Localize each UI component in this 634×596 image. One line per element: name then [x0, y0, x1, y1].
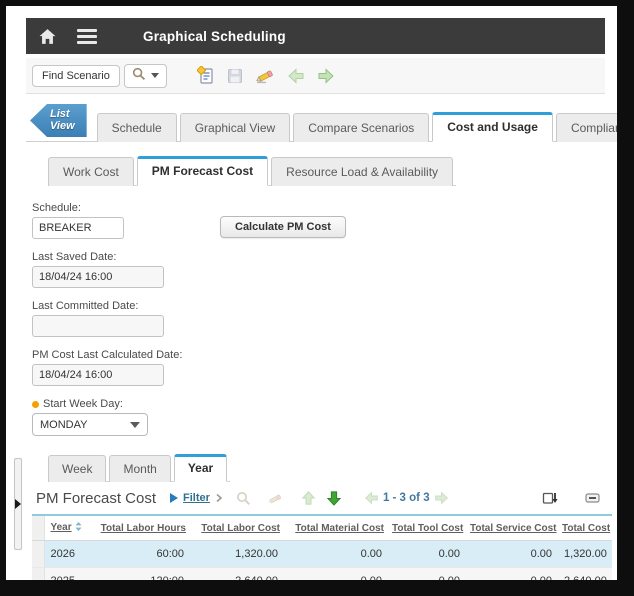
period-tab-bar: Week Month Year — [48, 454, 231, 482]
column-header-year[interactable]: Year — [44, 516, 92, 541]
column-header-total-labor-hours[interactable]: Total Labor Hours — [92, 516, 190, 541]
pm-forecast-form: Schedule: BREAKER Calculate PM Cost Last… — [32, 202, 605, 436]
move-row-down-icon[interactable] — [326, 490, 342, 507]
tab-schedule[interactable]: Schedule — [96, 113, 177, 142]
expand-filter-icon[interactable] — [170, 493, 179, 503]
cell-total-service-cost: 0.00 — [466, 567, 558, 580]
table-header-row: Year Total Labor Hours Total Labor Cost … — [32, 516, 612, 541]
required-marker-icon — [32, 400, 39, 408]
subtab-resource-load[interactable]: Resource Load & Availability — [271, 157, 454, 186]
table-search-icon — [236, 491, 251, 506]
tab-cost-and-usage[interactable]: Cost and Usage — [432, 112, 553, 142]
cell-year: 2026 — [44, 540, 92, 568]
last-saved-date-field: 18/04/24 16:00 — [32, 266, 164, 288]
chevron-down-icon — [130, 421, 140, 428]
start-week-day-label: Start Week Day: — [43, 398, 123, 410]
table-title: PM Forecast Cost — [36, 489, 157, 507]
clear-changes-icon[interactable] — [255, 67, 275, 84]
cell-total-cost: 2,640.00 — [558, 567, 612, 580]
cell-total-labor-cost: 2,640.00 — [190, 567, 284, 580]
main-tab-bar: List View Schedule Graphical View Compar… — [26, 104, 617, 142]
move-row-up-icon — [301, 490, 316, 506]
search-icon — [132, 67, 146, 84]
row-select-gutter[interactable] — [32, 540, 45, 568]
find-scenario-input[interactable]: Find Scenario — [32, 64, 120, 87]
find-toolbar: Find Scenario — [26, 58, 605, 94]
page-body: Graphical Scheduling Find Scenario — [6, 6, 617, 580]
menu-icon[interactable] — [75, 25, 99, 48]
subtab-work-cost[interactable]: Work Cost — [48, 157, 134, 186]
pm-forecast-cost-table: Year Total Labor Hours Total Labor Cost … — [32, 516, 612, 580]
last-committed-date-label: Last Committed Date: — [32, 300, 139, 312]
filter-link[interactable]: Filter — [183, 492, 210, 504]
table-toolbar: PM Forecast Cost Filter — [32, 482, 612, 516]
panel-splitter[interactable] — [14, 458, 22, 550]
cell-total-labor-hours: 60:00 — [92, 540, 190, 568]
column-header-total-tool-cost[interactable]: Total Tool Cost — [388, 516, 466, 541]
tab-graphical-view[interactable]: Graphical View — [179, 113, 291, 142]
previous-record-icon — [287, 67, 305, 84]
schedule-label: Schedule: — [32, 202, 81, 214]
cell-total-labor-hours: 120:00 — [92, 567, 190, 580]
app-header: Graphical Scheduling — [26, 18, 605, 54]
column-header-total-material-cost[interactable]: Total Material Cost — [284, 516, 388, 541]
tab-compliance[interactable]: Compliance — [555, 113, 617, 142]
start-week-day-value: MONDAY — [40, 418, 88, 431]
pm-cost-last-calculated-field: 18/04/24 16:00 — [32, 364, 164, 386]
chevron-right-icon — [214, 493, 224, 503]
minimize-panel-icon[interactable] — [585, 493, 600, 503]
table-row[interactable]: 2026 60:00 1,320.00 0.00 0.00 0.00 1,320… — [32, 540, 612, 568]
last-committed-date-field — [32, 315, 164, 337]
cell-total-cost: 1,320.00 — [558, 540, 612, 568]
start-week-day-select[interactable]: MONDAY — [32, 413, 148, 436]
cell-total-tool-cost: 0.00 — [388, 540, 466, 568]
pm-forecast-cost-panel: PM Forecast Cost Filter — [32, 482, 612, 580]
home-icon[interactable] — [38, 28, 57, 45]
cost-sub-tab-bar: Work Cost PM Forecast Cost Resource Load… — [48, 156, 457, 186]
column-header-total-labor-cost[interactable]: Total Labor Cost — [190, 516, 284, 541]
tab-year[interactable]: Year — [173, 454, 228, 482]
record-actions — [196, 66, 335, 85]
cell-year: 2025 — [44, 567, 92, 580]
row-select-gutter — [32, 516, 45, 541]
sort-icon — [75, 522, 82, 534]
new-record-icon[interactable] — [196, 66, 215, 85]
tab-month[interactable]: Month — [109, 455, 171, 482]
calculate-pm-cost-button[interactable]: Calculate PM Cost — [220, 216, 346, 238]
expand-panel-icon — [15, 499, 21, 509]
column-header-total-service-cost[interactable]: Total Service Cost — [466, 516, 558, 541]
cell-total-material-cost: 0.00 — [284, 567, 388, 580]
tab-compare-scenarios[interactable]: Compare Scenarios — [293, 113, 430, 142]
pagination-label: 1 - 3 of 3 — [382, 492, 430, 504]
download-icon[interactable] — [542, 491, 559, 505]
subtab-pm-forecast-cost[interactable]: PM Forecast Cost — [136, 156, 269, 186]
column-header-total-cost[interactable]: Total Cost — [558, 516, 612, 541]
cell-total-tool-cost: 0.00 — [388, 567, 466, 580]
list-view-button[interactable]: List View — [30, 104, 87, 137]
search-button[interactable] — [123, 63, 167, 88]
previous-page-icon — [364, 491, 379, 505]
save-icon — [227, 68, 243, 84]
caret-down-icon — [150, 73, 159, 78]
table-row[interactable]: 2025 120:00 2,640.00 0.00 0.00 0.00 2,64… — [32, 567, 612, 580]
edit-icon — [267, 492, 283, 505]
cell-total-service-cost: 0.00 — [466, 540, 558, 568]
tab-week[interactable]: Week — [48, 455, 107, 482]
last-saved-date-label: Last Saved Date: — [32, 251, 117, 263]
row-select-gutter[interactable] — [32, 567, 45, 580]
pm-cost-last-calculated-label: PM Cost Last Calculated Date: — [32, 349, 183, 361]
cell-total-labor-cost: 1,320.00 — [190, 540, 284, 568]
next-page-icon — [434, 491, 449, 505]
schedule-field[interactable]: BREAKER — [32, 217, 124, 239]
next-record-icon[interactable] — [317, 67, 335, 84]
page-title: Graphical Scheduling — [143, 28, 286, 44]
cell-total-material-cost: 0.00 — [284, 540, 388, 568]
